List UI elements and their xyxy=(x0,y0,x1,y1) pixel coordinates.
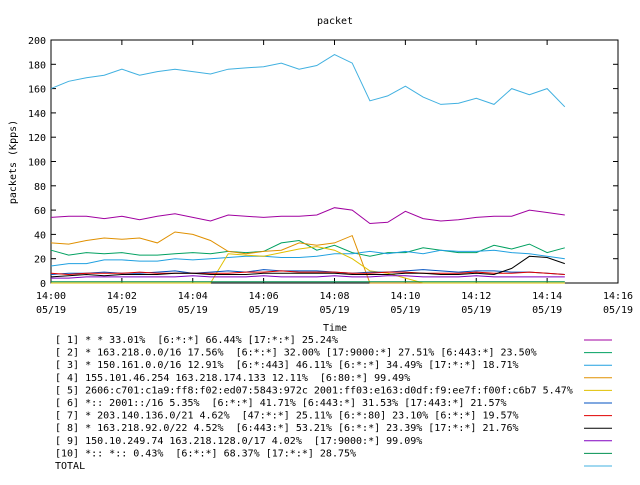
y-tick-label: 200 xyxy=(28,36,46,47)
x-tick-time-label: 14:10 xyxy=(390,291,420,302)
x-tick-date-label: 05/19 xyxy=(603,305,633,316)
legend-entry-label: [ 4] 155.101.46.254 163.218.174.133 12.1… xyxy=(55,373,410,384)
series-line-3 xyxy=(50,249,565,267)
legend: [ 1] * * 33.01% [6:*:*] 66.44% [17:*:*] … xyxy=(55,335,612,472)
y-axis-label: packets (Kpps) xyxy=(8,120,19,204)
x-axis-label: Time xyxy=(323,323,347,334)
y-tick-label: 100 xyxy=(28,158,46,169)
legend-entry-label: [ 6] *:: 2001::/16 5.35% [6:*:*] 41.71% … xyxy=(55,398,507,409)
x-tick-date-label: 05/19 xyxy=(178,305,208,316)
y-tick-label: 20 xyxy=(34,255,46,266)
plot-frame xyxy=(50,39,619,284)
y-tick-label: 0 xyxy=(40,279,46,290)
x-tick-time-label: 14:04 xyxy=(178,291,208,302)
chart-title: packet xyxy=(317,16,353,27)
legend-entry-label: [10] *:: *:: 0.43% [6:*:*] 68.37% [17:*:… xyxy=(55,448,356,459)
x-tick-date-label: 05/19 xyxy=(461,305,491,316)
series-line-4 xyxy=(50,231,565,284)
x-tick-time-label: 14:12 xyxy=(461,291,491,302)
y-tick-label: 140 xyxy=(28,109,46,120)
legend-entry-label: [ 5] 2606:c701:c1a9:ff8:f02:ed07:5843:97… xyxy=(55,385,573,396)
y-tick-label: 60 xyxy=(34,206,46,217)
legend-entry-label: TOTAL xyxy=(55,461,85,472)
x-axis: 14:00 05/19 14:02 05/19 14:04 05/19 14:06 05/19… xyxy=(36,40,633,316)
x-tick-time-label: 14:02 xyxy=(107,291,137,302)
legend-entry-label: [ 2] * 163.218.0.0/16 17.56% [6:*:*] 32.… xyxy=(55,348,537,359)
x-tick-date-label: 05/19 xyxy=(107,305,137,316)
series-line-9 xyxy=(51,275,565,279)
series-line-11 xyxy=(50,54,566,108)
x-tick-time-label: 14:16 xyxy=(603,291,633,302)
series-line-2 xyxy=(50,239,565,257)
y-tick-label: 40 xyxy=(34,230,46,241)
series-line-7 xyxy=(50,270,565,276)
legend-entry-label: [ 7] * 203.140.136.0/21 4.62% [47:*:*] 2… xyxy=(55,411,519,422)
y-tick-label: 160 xyxy=(28,85,46,96)
x-tick-time-label: 14:08 xyxy=(319,291,349,302)
x-tick-time-label: 14:00 xyxy=(36,291,66,302)
x-tick-date-label: 05/19 xyxy=(390,305,420,316)
legend-entry-label: [ 9] 150.10.249.74 163.218.128.0/17 4.02… xyxy=(55,436,422,447)
x-tick-date-label: 05/19 xyxy=(532,305,562,316)
x-tick-date-label: 05/19 xyxy=(319,305,349,316)
series-lines xyxy=(50,54,566,284)
series-line-6 xyxy=(50,269,565,275)
y-tick-label: 180 xyxy=(28,60,46,71)
x-tick-time-label: 14:14 xyxy=(532,291,562,302)
x-tick-date-label: 05/19 xyxy=(36,305,66,316)
y-tick-label: 120 xyxy=(28,133,46,144)
x-tick-date-label: 05/19 xyxy=(249,305,279,316)
x-tick-time-label: 14:06 xyxy=(249,291,279,302)
y-tick-label: 80 xyxy=(34,182,46,193)
legend-entry-label: [ 8] * 163.218.92.0/22 4.52% [6:443:*] 5… xyxy=(55,423,519,434)
series-line-8 xyxy=(50,255,565,278)
series-line-1 xyxy=(50,207,565,225)
series-line-5 xyxy=(51,246,565,284)
y-axis: 0 20 40 60 80 100 120 140 160 180 200 xyxy=(28,36,618,290)
legend-entry-label: [ 1] * * 33.01% [6:*:*] 66.44% [17:*:*] … xyxy=(55,335,338,346)
legend-entry-label: [ 3] * 150.161.0.0/16 12.91% [6:*:443] 4… xyxy=(55,360,519,371)
